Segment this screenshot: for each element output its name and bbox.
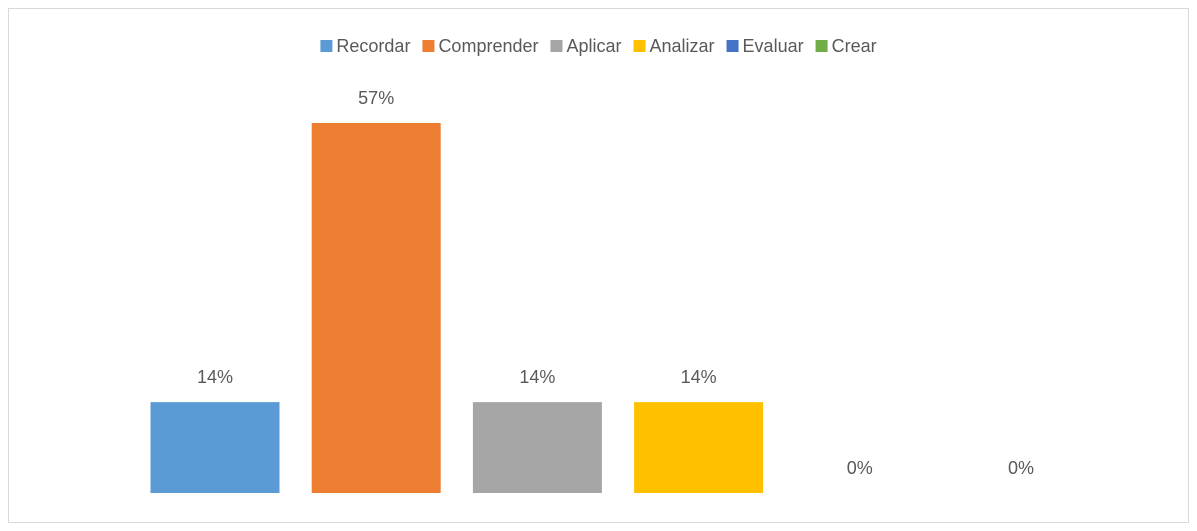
legend-label: Analizar	[650, 36, 715, 56]
data-label: 14%	[197, 367, 233, 387]
bar	[472, 402, 602, 493]
legend-swatch	[320, 40, 333, 52]
bar	[634, 402, 764, 493]
legend-label: Aplicar	[566, 36, 621, 56]
legend-label: Comprender	[438, 36, 538, 56]
data-label: 0%	[1008, 458, 1034, 478]
data-label: 57%	[358, 88, 394, 108]
legend-swatch	[633, 40, 646, 52]
legend-swatch	[815, 40, 828, 52]
legend-label: Crear	[832, 36, 877, 56]
legend-label: Recordar	[336, 36, 410, 56]
legend-swatch	[550, 40, 563, 52]
legend-swatch	[422, 40, 435, 52]
data-label: 14%	[681, 367, 717, 387]
bar	[311, 123, 441, 493]
legend-label: Evaluar	[743, 36, 804, 56]
legend-swatch	[726, 40, 739, 52]
data-label: 0%	[847, 458, 873, 478]
data-label: 14%	[519, 367, 555, 387]
bar	[150, 402, 280, 493]
